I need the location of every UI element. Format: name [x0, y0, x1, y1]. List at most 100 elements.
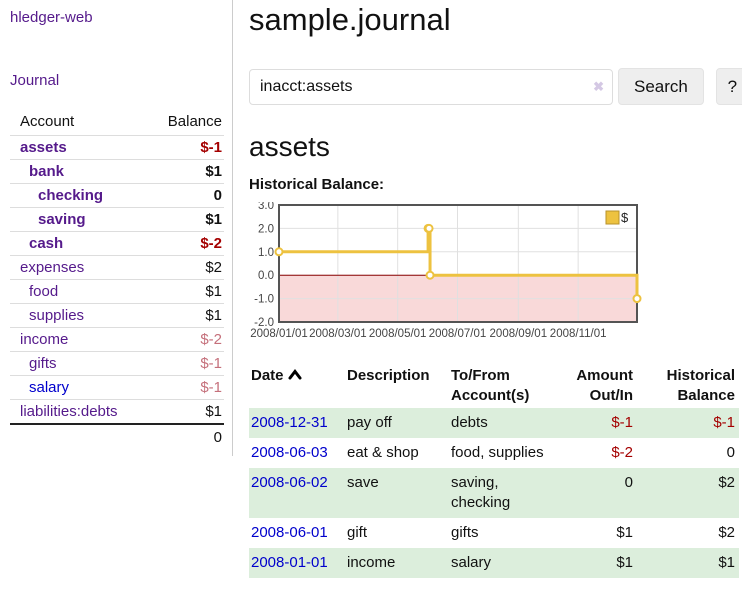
- register-col-amount: Amount Out/In: [576, 367, 633, 404]
- transaction-accounts: food, supplies: [451, 444, 544, 461]
- account-balance: $2: [149, 255, 224, 280]
- y-axis-tick-label: -1.0: [254, 294, 274, 306]
- account-link[interactable]: food: [29, 283, 59, 300]
- page-title: sample.journal: [249, 2, 451, 37]
- transaction-description: save: [347, 474, 379, 491]
- register-row: 2008-06-01 gift gifts $1 $2: [249, 518, 739, 548]
- plot-border: [278, 204, 638, 323]
- account-balance: $1: [149, 303, 224, 328]
- transaction-accounts: gifts: [451, 524, 479, 541]
- account-link[interactable]: checking: [38, 187, 104, 204]
- account-link[interactable]: income: [20, 331, 69, 348]
- transaction-balance: $1: [718, 554, 735, 571]
- sidebar-nav: Journal: [10, 72, 224, 90]
- account-link[interactable]: expenses: [20, 259, 85, 276]
- accounts-table: Account Balance assets $-1 bank $1 check…: [10, 111, 224, 450]
- y-axis-tick-label: -2.0: [254, 317, 274, 329]
- sort-ascending-icon: [288, 369, 302, 380]
- transaction-balance: $2: [718, 474, 735, 491]
- account-row: gifts $-1: [10, 351, 224, 376]
- account-balance: $1: [149, 159, 224, 184]
- transaction-amount: 0: [624, 474, 633, 491]
- account-balance: $-1: [149, 375, 224, 400]
- accounts-total-row: 0: [10, 423, 224, 450]
- data-point-marker: [632, 294, 642, 304]
- account-balance: $-1: [149, 135, 224, 160]
- y-axis-tick-label: 3.0: [258, 202, 274, 212]
- account-row: salary $-1: [10, 375, 224, 400]
- legend-swatch: [605, 210, 620, 225]
- transaction-date-link[interactable]: 2008-06-02: [251, 474, 328, 491]
- register-row: 2008-06-03 eat & shop food, supplies $-2…: [249, 438, 739, 468]
- register-table: Date Description To/From Account(s) Amou…: [249, 364, 739, 578]
- nav-journal-link[interactable]: Journal: [10, 72, 60, 89]
- x-axis-tick-label: 2008/01/01: [250, 328, 308, 340]
- data-point-marker: [274, 247, 284, 257]
- account-balance: $1: [149, 207, 224, 232]
- help-button[interactable]: ?: [715, 68, 742, 105]
- x-axis-tick-label: 2008/11/01: [550, 328, 607, 340]
- register-col-description: Description: [347, 367, 430, 384]
- account-row: assets $-1: [10, 135, 224, 160]
- transaction-amount: $1: [616, 524, 633, 541]
- account-link[interactable]: cash: [29, 235, 64, 252]
- transaction-balance: $2: [718, 524, 735, 541]
- account-row: checking 0: [10, 183, 224, 208]
- transaction-date-link[interactable]: 2008-06-01: [251, 524, 328, 541]
- transaction-accounts: debts: [451, 414, 488, 431]
- y-axis-tick-label: 2.0: [258, 223, 274, 235]
- x-axis-tick-label: 2008/07/01: [429, 328, 487, 340]
- account-link[interactable]: saving: [38, 211, 86, 228]
- accounts-total-value: 0: [149, 423, 224, 450]
- search-input[interactable]: [249, 68, 613, 105]
- x-axis-tick-label: 2008/09/01: [490, 328, 548, 340]
- accounts-table-body: assets $-1 bank $1 checking 0 saving $1 …: [10, 135, 224, 424]
- sidebar: hledger-web Journal Account Balance asse…: [0, 0, 233, 456]
- account-row: expenses $2: [10, 255, 224, 280]
- account-row: cash $-2: [10, 231, 224, 256]
- accounts-total-spacer: [10, 423, 150, 450]
- account-row: food $1: [10, 279, 224, 304]
- account-row: saving $1: [10, 207, 224, 232]
- data-point-marker: [425, 270, 435, 280]
- account-row: supplies $1: [10, 303, 224, 328]
- transaction-date-link[interactable]: 2008-01-01: [251, 554, 328, 571]
- account-link[interactable]: bank: [29, 163, 65, 180]
- account-balance: $1: [149, 279, 224, 304]
- legend-label: $: [621, 210, 629, 225]
- transaction-balance: $-1: [713, 414, 735, 431]
- account-link[interactable]: liabilities:debts: [20, 403, 118, 420]
- account-link[interactable]: supplies: [29, 307, 85, 324]
- transaction-description: eat & shop: [347, 444, 419, 461]
- account-heading: assets: [249, 131, 330, 162]
- accounts-col-account: Account: [20, 113, 75, 130]
- register-row: 2008-01-01 income salary $1 $1: [249, 548, 739, 578]
- clear-search-icon[interactable]: ✖: [593, 78, 604, 94]
- x-axis-tick-label: 2008/05/01: [369, 328, 427, 340]
- account-balance: 0: [149, 183, 224, 208]
- y-axis-tick-label: 0.0: [258, 270, 274, 282]
- account-link[interactable]: gifts: [29, 355, 57, 372]
- brand-link[interactable]: hledger-web: [10, 9, 93, 26]
- chart-container: $3.0 2.0 1.0 0.0 -1.0 -2.0 2008/01/01 2008/03/0…: [249, 202, 742, 344]
- register-table-body: 2008-12-31 pay off debts $-1 $-1 2008-06…: [249, 408, 739, 578]
- account-link[interactable]: salary: [29, 379, 70, 396]
- transaction-date-link[interactable]: 2008-06-03: [251, 444, 328, 461]
- transaction-date-link[interactable]: 2008-12-31: [251, 414, 328, 431]
- transaction-description: pay off: [347, 414, 392, 431]
- transaction-balance: 0: [726, 444, 735, 461]
- register-col-date-label: Date: [251, 367, 284, 384]
- register-row: 2008-12-31 pay off debts $-1 $-1: [249, 408, 739, 438]
- register-col-date[interactable]: Date: [249, 364, 345, 408]
- transaction-amount: $-1: [611, 414, 633, 431]
- register-row: 2008-06-02 save saving, checking 0 $2: [249, 468, 739, 518]
- account-row: bank $1: [10, 159, 224, 184]
- x-axis-tick-label: 2008/03/01: [309, 328, 367, 340]
- accounts-header-row: Account Balance: [10, 111, 224, 136]
- account-balance: $-1: [149, 351, 224, 376]
- account-balance: $-2: [149, 231, 224, 256]
- accounts-col-balance: Balance: [167, 113, 222, 130]
- search-button[interactable]: Search: [618, 68, 704, 105]
- chart-title: Historical Balance:: [249, 176, 385, 193]
- account-link[interactable]: assets: [20, 139, 67, 156]
